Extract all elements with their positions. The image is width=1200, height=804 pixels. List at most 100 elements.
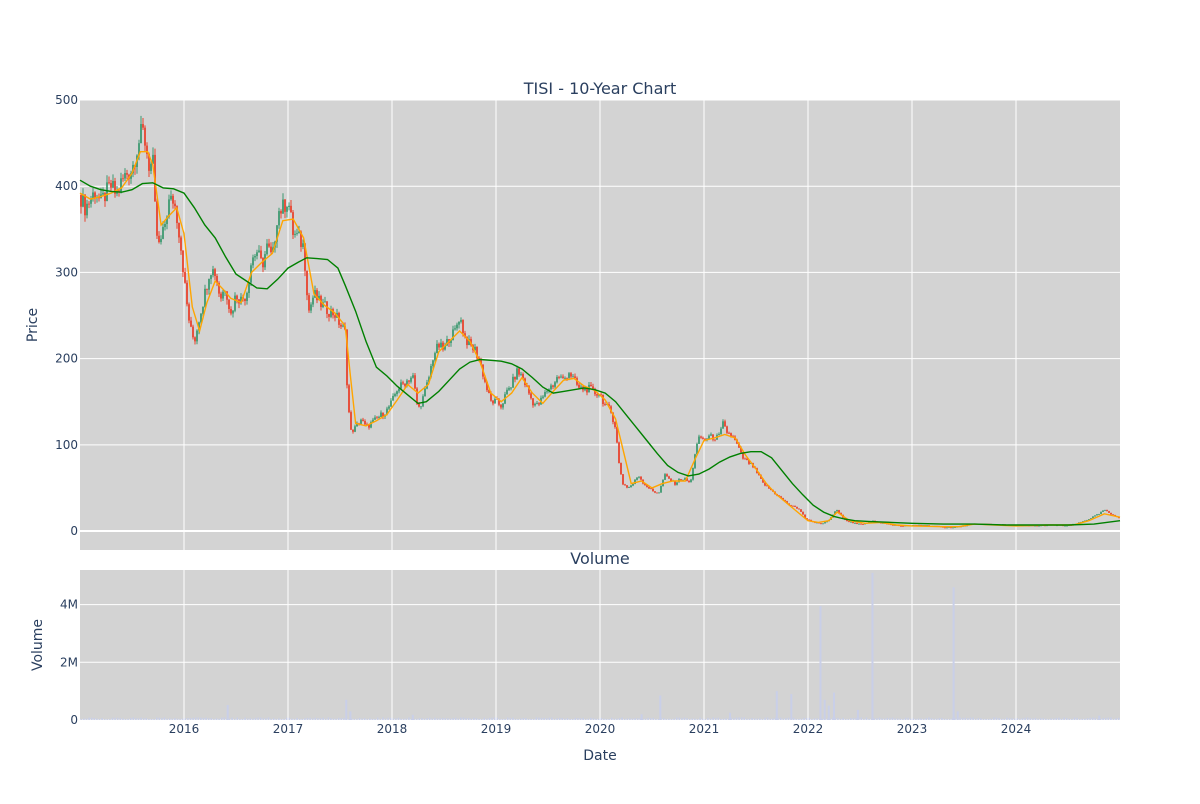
volume-bar bbox=[618, 718, 621, 720]
candle-body bbox=[506, 389, 508, 395]
volume-bar bbox=[608, 719, 610, 720]
price-y-tick-label: 200 bbox=[55, 352, 78, 366]
candle-body bbox=[324, 301, 326, 303]
volume-bar bbox=[1045, 718, 1047, 720]
volume-bar bbox=[1011, 718, 1013, 720]
candle-body bbox=[862, 524, 864, 525]
volume-spike-bar bbox=[1098, 715, 1101, 720]
volume-bar bbox=[421, 718, 423, 720]
volume-bar bbox=[122, 718, 124, 720]
volume-bar bbox=[259, 717, 262, 720]
candle-body bbox=[502, 403, 504, 408]
candle-body bbox=[764, 482, 766, 486]
volume-bar bbox=[850, 718, 852, 720]
volume-bar bbox=[564, 718, 566, 720]
candle-body bbox=[290, 205, 292, 213]
volume-bar bbox=[951, 718, 954, 720]
volume-bar bbox=[194, 717, 197, 720]
candle-body bbox=[628, 487, 630, 488]
volume-bar bbox=[374, 718, 376, 720]
candle-body bbox=[228, 299, 230, 309]
volume-bar bbox=[210, 718, 213, 720]
candle-body bbox=[556, 377, 558, 383]
volume-bar bbox=[886, 717, 889, 720]
volume-bar bbox=[894, 718, 896, 720]
volume-bar bbox=[109, 719, 111, 720]
candle-body bbox=[270, 246, 272, 253]
volume-bar bbox=[1104, 717, 1107, 720]
volume-bar bbox=[395, 718, 397, 720]
volume-bar bbox=[155, 717, 158, 720]
candle-body bbox=[694, 454, 696, 468]
candle-body bbox=[212, 269, 214, 276]
candle-body bbox=[172, 195, 174, 204]
candle-body bbox=[438, 343, 440, 348]
volume-bar bbox=[925, 718, 928, 720]
candle-body bbox=[262, 257, 264, 268]
candle-body bbox=[710, 434, 712, 436]
candle-body bbox=[432, 360, 434, 367]
volume-bar bbox=[696, 719, 699, 720]
volume-bar bbox=[423, 718, 426, 720]
candle-body bbox=[684, 478, 686, 480]
candle-body bbox=[408, 380, 410, 382]
candle-body bbox=[180, 237, 182, 251]
candle-body bbox=[1090, 518, 1092, 520]
volume-bar bbox=[228, 718, 231, 720]
volume-bar bbox=[1000, 718, 1003, 720]
price-grid bbox=[80, 99, 1120, 550]
volume-bar bbox=[548, 717, 551, 720]
volume-bar bbox=[457, 718, 460, 720]
volume-bar bbox=[652, 717, 655, 720]
volume-bar bbox=[522, 718, 525, 720]
volume-bar bbox=[686, 718, 688, 720]
candle-body bbox=[412, 375, 414, 378]
candle-body bbox=[310, 304, 312, 311]
volume-bar bbox=[496, 717, 499, 720]
volume-bar bbox=[311, 718, 314, 720]
candle-body bbox=[646, 485, 648, 487]
candle-body bbox=[1092, 516, 1094, 519]
volume-bar bbox=[114, 717, 116, 720]
candle-body bbox=[414, 375, 416, 389]
volume-bar bbox=[506, 717, 509, 720]
volume-bar bbox=[480, 719, 483, 720]
candle-body bbox=[286, 206, 288, 212]
candle-body bbox=[450, 340, 452, 343]
volume-bar bbox=[462, 717, 465, 720]
candle-body bbox=[762, 478, 764, 483]
volume-bar bbox=[244, 717, 246, 720]
candle-body bbox=[804, 514, 806, 519]
volume-bar bbox=[538, 717, 540, 720]
candle-body bbox=[130, 173, 132, 179]
volume-bar bbox=[314, 717, 317, 720]
candle-body bbox=[1102, 510, 1104, 512]
volume-y-ticks: 0 2M 4M bbox=[60, 598, 78, 727]
candle-body bbox=[786, 501, 788, 504]
volume-bar bbox=[213, 719, 215, 720]
volume-bar bbox=[187, 718, 189, 720]
candle-body bbox=[860, 523, 862, 525]
volume-spike-bar bbox=[790, 694, 793, 720]
volume-bar bbox=[249, 718, 252, 720]
volume-bar bbox=[514, 718, 517, 720]
volume-bar bbox=[777, 718, 779, 720]
volume-bar bbox=[642, 718, 644, 720]
candle-body bbox=[544, 391, 546, 397]
volume-bar bbox=[267, 717, 270, 720]
candle-body bbox=[246, 292, 248, 302]
candle-body bbox=[1038, 525, 1040, 527]
volume-bar bbox=[231, 717, 233, 720]
volume-bar bbox=[278, 718, 280, 720]
volume-bar bbox=[330, 718, 332, 720]
volume-bar bbox=[291, 718, 293, 720]
volume-bar bbox=[1047, 719, 1050, 720]
volume-bar bbox=[200, 717, 202, 720]
volume-x-tick-label: 2016 bbox=[169, 722, 200, 736]
volume-bar bbox=[317, 718, 319, 720]
volume-bar bbox=[439, 718, 441, 720]
candle-body bbox=[282, 199, 284, 214]
volume-x-tick-label: 2018 bbox=[377, 722, 408, 736]
candle-body bbox=[726, 426, 728, 433]
volume-bar bbox=[176, 718, 179, 720]
